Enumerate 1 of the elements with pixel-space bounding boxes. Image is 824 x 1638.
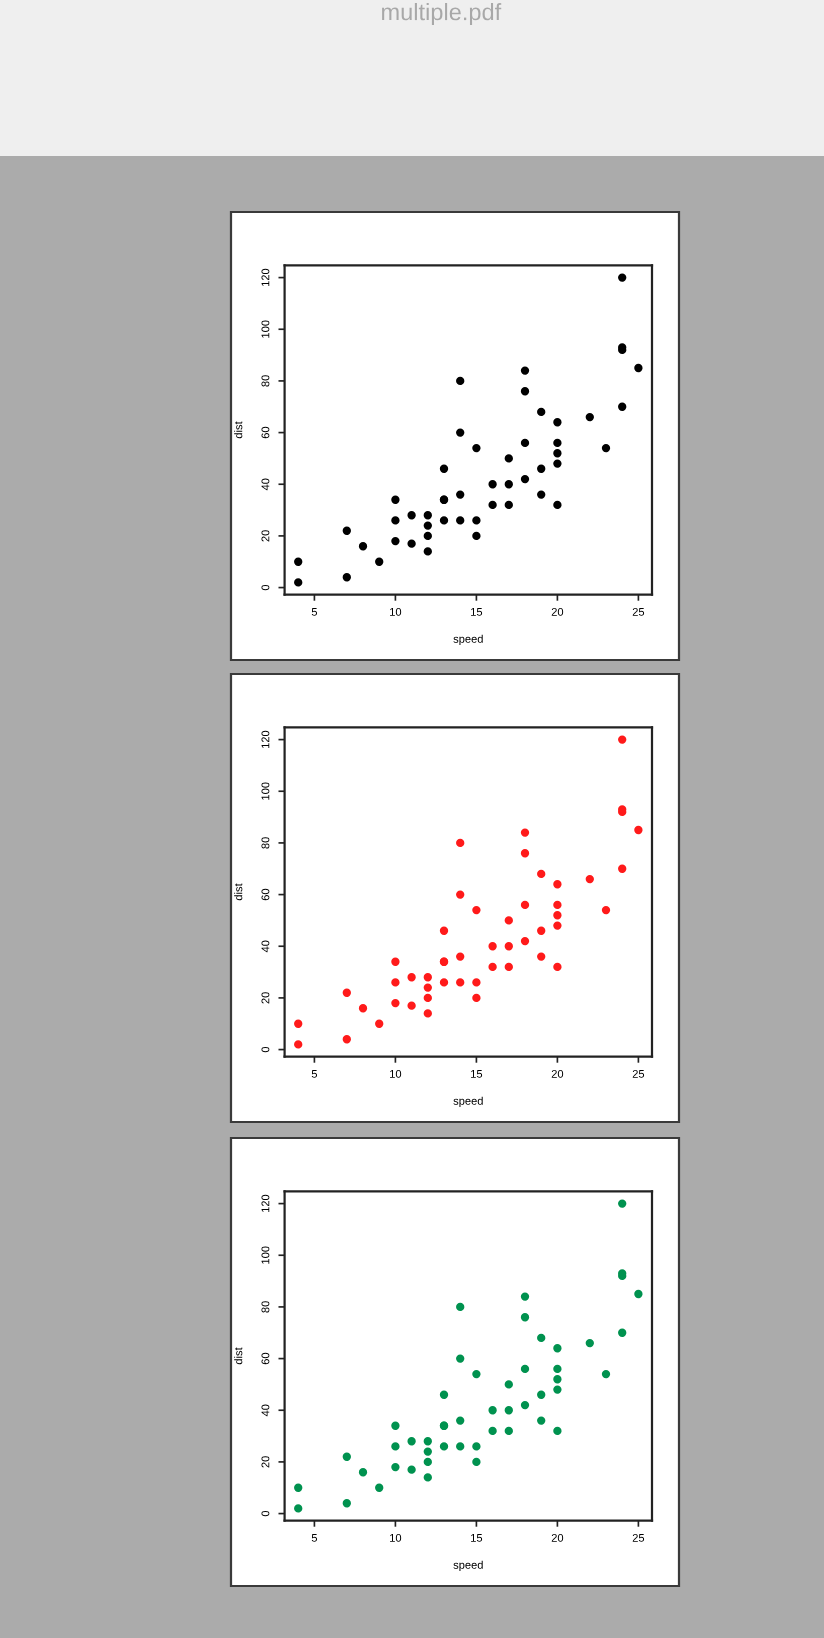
text: multiple.pdf (382, 3, 502, 26)
